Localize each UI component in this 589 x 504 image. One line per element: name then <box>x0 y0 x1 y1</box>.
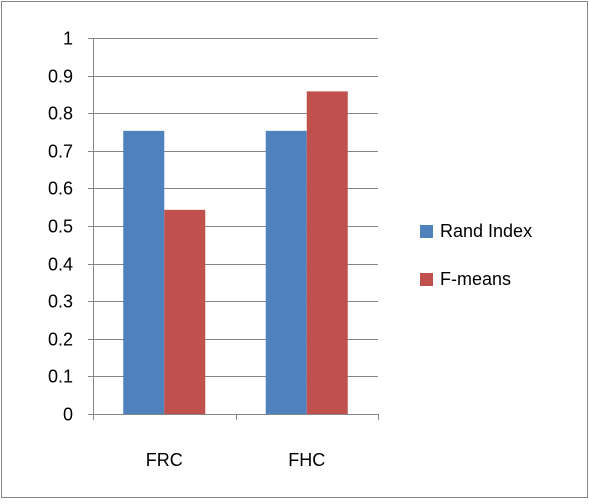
legend-label: F-means <box>440 269 511 289</box>
y-tick-labels: 0 0.1 0.2 0.3 0.4 0.5 0.6 0.7 0.8 0.9 1 <box>48 29 73 425</box>
x-tick-label: FHC <box>288 450 325 470</box>
axes <box>88 38 379 420</box>
y-tick-label: 0.6 <box>48 179 73 199</box>
y-tick-label: 0.8 <box>48 104 73 124</box>
bar-rand-index-frc <box>123 130 165 414</box>
y-tick-label: 0.5 <box>48 217 73 237</box>
bar-rand-index-fhc <box>265 130 307 414</box>
bar-f-means-frc <box>164 209 206 414</box>
x-tick-labels: FRC FHC <box>146 450 326 470</box>
x-tick-label: FRC <box>146 450 183 470</box>
legend-label: Rand Index <box>440 221 532 241</box>
y-tick-label: 0.2 <box>48 330 73 350</box>
y-tick-label: 0.3 <box>48 292 73 312</box>
bar-f-means-fhc <box>306 91 348 414</box>
bars <box>123 91 348 414</box>
y-tick-label: 0.4 <box>48 255 73 275</box>
legend-swatch <box>420 225 433 238</box>
y-tick-label: 0.9 <box>48 67 73 87</box>
legend: Rand Index F-means <box>420 221 532 289</box>
y-tick-label: 0 <box>63 405 73 425</box>
legend-swatch <box>420 273 433 286</box>
y-tick-label: 0.7 <box>48 142 73 162</box>
y-tick-label: 0.1 <box>48 367 73 387</box>
y-tick-label: 1 <box>63 29 73 49</box>
